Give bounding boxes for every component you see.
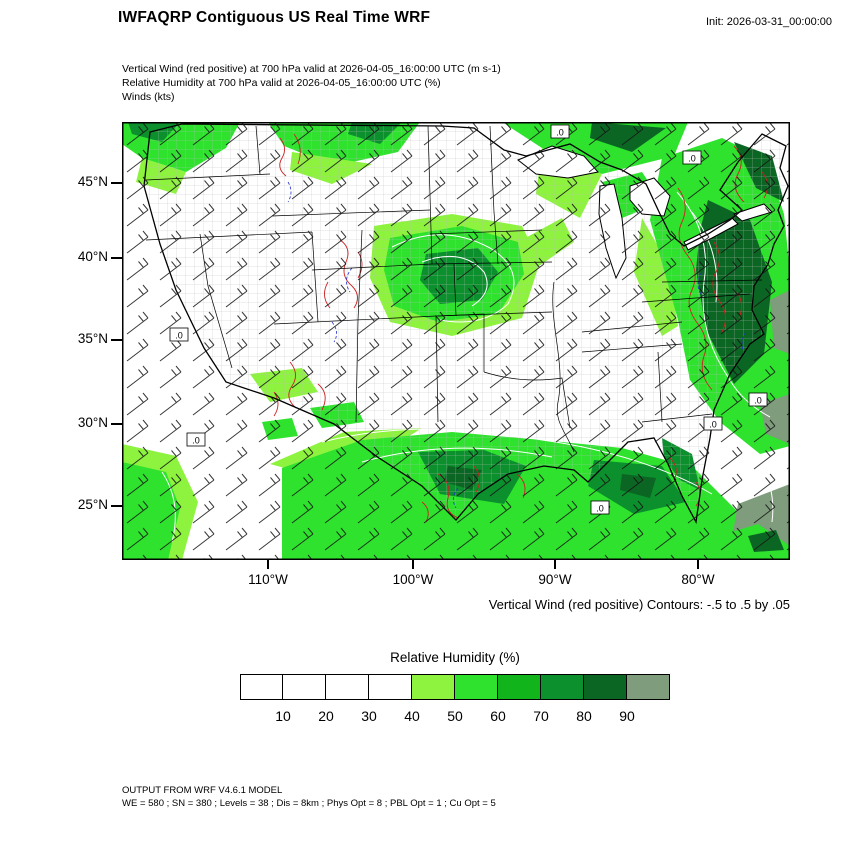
zero-contour-label: .0 bbox=[596, 504, 604, 514]
zero-contour-label: .0 bbox=[192, 436, 200, 446]
plot-title: IWFAQRP Contiguous US Real Time WRF bbox=[118, 9, 431, 26]
lat-tick bbox=[111, 182, 122, 184]
colorbar-cell bbox=[326, 674, 369, 700]
colorbar-cell bbox=[498, 674, 541, 700]
colorbar-cell bbox=[455, 674, 498, 700]
init-timestamp: Init: 2026-03-31_00:00:00 bbox=[706, 16, 832, 28]
wind-barbs-texture bbox=[122, 122, 790, 560]
colorbar-tick-label: 50 bbox=[447, 708, 463, 724]
map-plot: .0 .0 .0 .0 .0 .0 .0 bbox=[122, 122, 790, 560]
lon-tick-label: 100°W bbox=[392, 572, 434, 587]
colorbar-cell bbox=[541, 674, 584, 700]
colorbar bbox=[240, 674, 670, 700]
colorbar-cell bbox=[283, 674, 326, 700]
model-info: OUTPUT FROM WRF V4.6.1 MODEL WE = 580 ; … bbox=[122, 784, 496, 810]
lon-tick bbox=[697, 560, 699, 569]
model-info-line2: WE = 580 ; SN = 380 ; Levels = 38 ; Dis … bbox=[122, 798, 496, 809]
zero-contour-label: .0 bbox=[709, 420, 717, 430]
lon-tick-label: 110°W bbox=[248, 572, 288, 587]
field-captions: Vertical Wind (red positive) at 700 hPa … bbox=[122, 62, 501, 104]
lon-tick bbox=[554, 560, 556, 569]
zero-contour-label: .0 bbox=[688, 154, 696, 164]
colorbar-cell bbox=[412, 674, 455, 700]
lon-tick bbox=[267, 560, 269, 569]
colorbar-tick-label: 40 bbox=[404, 708, 420, 724]
zero-contour-labels: .0 .0 .0 .0 .0 .0 .0 bbox=[169, 124, 768, 515]
lat-tick-label: 25°N bbox=[77, 497, 108, 512]
map-container: .0 .0 .0 .0 .0 .0 .0 bbox=[122, 122, 790, 560]
colorbar-tick-label: 10 bbox=[275, 708, 291, 724]
colorbar-cell bbox=[627, 674, 670, 700]
colorbar-cell bbox=[584, 674, 627, 700]
lat-tick-label: 45°N bbox=[77, 174, 108, 189]
lat-tick bbox=[111, 339, 122, 341]
lat-tick bbox=[111, 505, 122, 507]
zero-contour-label: .0 bbox=[754, 396, 762, 406]
colorbar-cell bbox=[369, 674, 412, 700]
lon-tick bbox=[412, 560, 414, 569]
lat-tick bbox=[111, 257, 122, 259]
colorbar-tick-label: 30 bbox=[361, 708, 377, 724]
colorbar-cell bbox=[240, 674, 283, 700]
colorbar-title: Relative Humidity (%) bbox=[390, 650, 520, 665]
field-caption-winds: Winds (kts) bbox=[122, 91, 175, 103]
colorbar-tick-label: 20 bbox=[318, 708, 334, 724]
lon-tick-label: 90°W bbox=[538, 572, 572, 587]
lon-tick-label: 80°W bbox=[681, 572, 715, 587]
field-caption-vertical-wind: Vertical Wind (red positive) at 700 hPa … bbox=[122, 63, 501, 75]
colorbar-tick-label: 60 bbox=[490, 708, 506, 724]
map-frame bbox=[122, 122, 790, 560]
contour-range-note: Vertical Wind (red positive) Contours: -… bbox=[488, 597, 790, 612]
zero-contour-label: .0 bbox=[556, 128, 564, 138]
model-info-line1: OUTPUT FROM WRF V4.6.1 MODEL bbox=[122, 785, 283, 796]
colorbar-tick-label: 90 bbox=[619, 708, 635, 724]
colorbar-tick-labels: 10 20 30 40 50 60 70 80 90 bbox=[240, 708, 670, 726]
lat-tick bbox=[111, 423, 122, 425]
lat-tick-label: 40°N bbox=[77, 249, 108, 264]
colorbar-tick-label: 70 bbox=[533, 708, 549, 724]
field-caption-relative-humidity: Relative Humidity at 700 hPa valid at 20… bbox=[122, 77, 441, 89]
colorbar-tick-label: 80 bbox=[576, 708, 592, 724]
zero-contour-label: .0 bbox=[175, 331, 183, 341]
lat-tick-label: 35°N bbox=[77, 331, 108, 346]
lat-tick-label: 30°N bbox=[77, 415, 108, 430]
